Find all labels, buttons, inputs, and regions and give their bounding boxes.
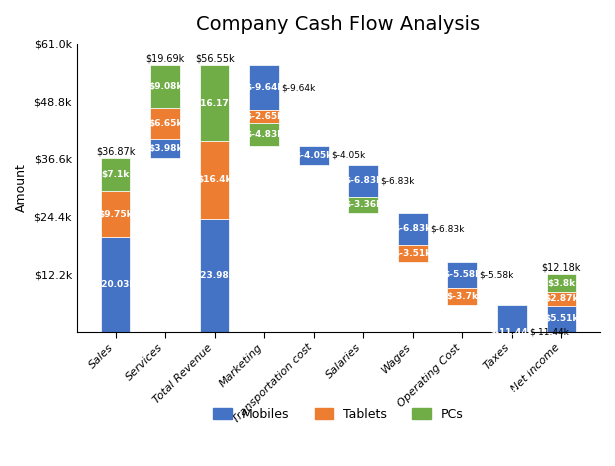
Text: $56.55k: $56.55k — [195, 54, 234, 63]
Text: $-5.46k: $-5.46k — [493, 387, 531, 397]
Bar — [398, 245, 427, 261]
Bar — [497, 305, 526, 359]
Text: $3.98k: $3.98k — [148, 144, 182, 153]
Bar — [448, 261, 477, 288]
Bar — [200, 219, 229, 332]
Text: $-2.65k: $-2.65k — [245, 112, 284, 121]
Text: $6.65k: $6.65k — [148, 119, 182, 128]
Text: $16.17k: $16.17k — [194, 98, 235, 108]
Text: $5.51k: $5.51k — [544, 314, 579, 323]
Bar — [299, 146, 328, 165]
Text: $-3.51k: $-3.51k — [394, 249, 432, 258]
Bar — [348, 197, 378, 213]
Text: $36.87k: $36.87k — [96, 146, 135, 156]
Text: $9.08k: $9.08k — [148, 82, 182, 90]
Text: $-9.64k: $-9.64k — [245, 83, 284, 92]
Text: $-6.83k: $-6.83k — [430, 225, 464, 233]
Title: Company Cash Flow Analysis: Company Cash Flow Analysis — [196, 15, 480, 34]
Bar — [348, 165, 378, 197]
Text: $20.03k: $20.03k — [95, 280, 136, 289]
Text: $2.87k: $2.87k — [544, 295, 579, 303]
Y-axis label: Amount: Amount — [15, 164, 28, 212]
Bar — [547, 306, 576, 332]
Bar — [101, 158, 130, 191]
Text: $-6.83k: $-6.83k — [381, 176, 415, 185]
Text: $3.8k: $3.8k — [547, 279, 576, 288]
Text: $-11.44k: $-11.44k — [490, 328, 534, 337]
Text: $-4.83k: $-4.83k — [245, 130, 284, 139]
Legend: Mobiles, Tablets, PCs: Mobiles, Tablets, PCs — [208, 403, 469, 426]
Bar — [101, 237, 130, 332]
Bar — [448, 288, 477, 305]
Text: $7.1k: $7.1k — [101, 170, 130, 179]
Text: $-3.7k: $-3.7k — [446, 292, 478, 301]
Text: $16.4k: $16.4k — [197, 175, 232, 185]
Bar — [249, 110, 279, 123]
Text: $-11.44k: $-11.44k — [529, 328, 569, 337]
Bar — [200, 65, 229, 141]
Text: $23.98k: $23.98k — [194, 271, 235, 280]
Text: $-6.83k: $-6.83k — [344, 176, 383, 185]
Bar — [249, 65, 279, 110]
Text: $19.69k: $19.69k — [146, 53, 184, 63]
Bar — [398, 213, 427, 245]
Text: $-3.36k: $-3.36k — [344, 200, 383, 209]
Text: $-4.05k: $-4.05k — [295, 151, 333, 160]
Bar — [101, 191, 130, 237]
Bar — [200, 141, 229, 219]
Text: $-9.64k: $-9.64k — [282, 83, 315, 92]
Bar — [497, 379, 526, 405]
Bar — [150, 139, 180, 158]
Bar — [547, 292, 576, 306]
Text: $-5.58k: $-5.58k — [480, 270, 514, 279]
Text: $-4.05k: $-4.05k — [331, 151, 365, 160]
Text: $-6.83k: $-6.83k — [394, 225, 432, 233]
Bar — [150, 65, 180, 108]
Text: $-4.18k: $-4.18k — [493, 365, 531, 374]
Bar — [249, 123, 279, 146]
Text: $12.18k: $12.18k — [542, 263, 581, 273]
Text: $-5.58k: $-5.58k — [443, 270, 482, 279]
Bar — [150, 108, 180, 139]
Bar — [497, 359, 526, 379]
Text: $9.75k: $9.75k — [98, 210, 133, 219]
Bar — [547, 274, 576, 292]
